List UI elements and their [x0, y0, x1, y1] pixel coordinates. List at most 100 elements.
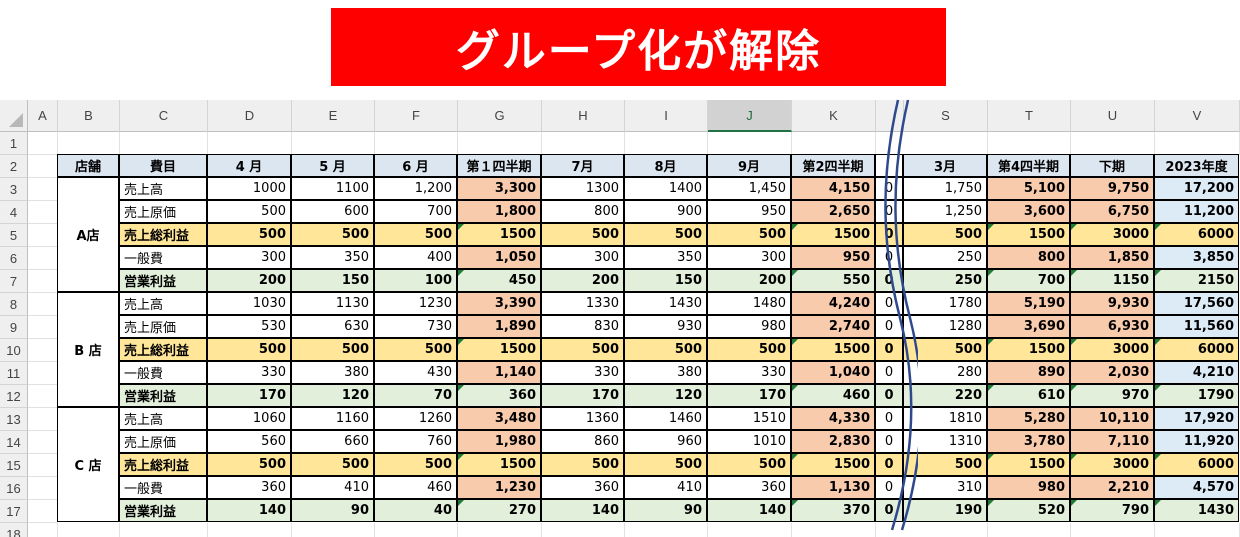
column-header-j[interactable]: J: [708, 100, 792, 132]
value-cell[interactable]: 3000: [1070, 223, 1154, 246]
value-cell[interactable]: 950: [791, 246, 875, 269]
item-label[interactable]: 売上高: [119, 292, 207, 315]
row-header-15[interactable]: 15: [0, 454, 28, 477]
value-cell[interactable]: 630: [291, 315, 374, 338]
cell[interactable]: [292, 523, 375, 537]
value-cell[interactable]: 280: [903, 361, 987, 384]
value-cell[interactable]: 140: [207, 499, 291, 522]
value-cell[interactable]: 9,750: [1070, 177, 1154, 200]
value-cell[interactable]: 1100: [291, 177, 374, 200]
column-header-u[interactable]: U: [1071, 100, 1155, 132]
value-cell[interactable]: 1,200: [374, 177, 457, 200]
value-cell[interactable]: 1000: [207, 177, 291, 200]
row-header-16[interactable]: 16: [0, 477, 28, 500]
value-cell[interactable]: 360: [541, 476, 624, 499]
value-cell[interactable]: 860: [541, 430, 624, 453]
value-cell[interactable]: 660: [291, 430, 374, 453]
value-cell[interactable]: 360: [707, 476, 791, 499]
value-cell[interactable]: 500: [207, 453, 291, 476]
value-cell[interactable]: 1,800: [457, 200, 541, 223]
value-cell[interactable]: 380: [624, 361, 707, 384]
row-header-12[interactable]: 12: [0, 385, 28, 408]
header-m8[interactable]: 8月: [624, 154, 707, 177]
cell[interactable]: [542, 523, 625, 537]
cell[interactable]: [792, 523, 876, 537]
cell[interactable]: [1155, 523, 1240, 537]
value-cell[interactable]: 140: [707, 499, 791, 522]
value-cell[interactable]: 0: [875, 430, 903, 453]
row-header-14[interactable]: 14: [0, 431, 28, 454]
value-cell[interactable]: 2,030: [1070, 361, 1154, 384]
value-cell[interactable]: 170: [541, 384, 624, 407]
value-cell[interactable]: 500: [291, 453, 374, 476]
value-cell[interactable]: 330: [207, 361, 291, 384]
value-cell[interactable]: 500: [207, 223, 291, 246]
row-header-1[interactable]: 1: [0, 132, 28, 155]
column-header-t[interactable]: T: [988, 100, 1071, 132]
cell[interactable]: [792, 132, 876, 155]
column-header-b[interactable]: B: [58, 100, 120, 132]
value-cell[interactable]: 1,040: [791, 361, 875, 384]
header-m3[interactable]: 3月: [903, 154, 987, 177]
cell[interactable]: [28, 477, 58, 500]
value-cell[interactable]: 600: [291, 200, 374, 223]
cell[interactable]: [28, 316, 58, 339]
value-cell[interactable]: 190: [903, 499, 987, 522]
value-cell[interactable]: 500: [903, 338, 987, 361]
value-cell[interactable]: 500: [541, 453, 624, 476]
value-cell[interactable]: 1010: [707, 430, 791, 453]
cell[interactable]: [28, 224, 58, 247]
value-cell[interactable]: 1500: [457, 338, 541, 361]
value-cell[interactable]: 6,750: [1070, 200, 1154, 223]
value-cell[interactable]: 1460: [624, 407, 707, 430]
value-cell[interactable]: 300: [707, 246, 791, 269]
value-cell[interactable]: 7,110: [1070, 430, 1154, 453]
cell[interactable]: [28, 178, 58, 201]
value-cell[interactable]: 360: [457, 384, 541, 407]
value-cell[interactable]: 500: [541, 338, 624, 361]
value-cell[interactable]: 0: [875, 453, 903, 476]
value-cell[interactable]: 800: [987, 246, 1070, 269]
value-cell[interactable]: 500: [374, 453, 457, 476]
value-cell[interactable]: 40: [374, 499, 457, 522]
value-cell[interactable]: 1,130: [791, 476, 875, 499]
header-q2[interactable]: 第2四半期: [791, 154, 875, 177]
value-cell[interactable]: 530: [207, 315, 291, 338]
cell[interactable]: [28, 339, 58, 362]
value-cell[interactable]: 1430: [624, 292, 707, 315]
value-cell[interactable]: 2,650: [791, 200, 875, 223]
cell[interactable]: [375, 523, 458, 537]
value-cell[interactable]: 2150: [1154, 269, 1239, 292]
value-cell[interactable]: 370: [791, 499, 875, 522]
item-label[interactable]: 営業利益: [119, 269, 207, 292]
value-cell[interactable]: 170: [707, 384, 791, 407]
item-label[interactable]: 一般費: [119, 476, 207, 499]
cell[interactable]: [988, 132, 1071, 155]
value-cell[interactable]: 300: [207, 246, 291, 269]
cell[interactable]: [208, 132, 292, 155]
value-cell[interactable]: 17,560: [1154, 292, 1239, 315]
cell[interactable]: [28, 385, 58, 408]
value-cell[interactable]: 170: [207, 384, 291, 407]
value-cell[interactable]: 950: [707, 200, 791, 223]
value-cell[interactable]: 700: [374, 200, 457, 223]
value-cell[interactable]: 1360: [541, 407, 624, 430]
column-header-f[interactable]: F: [375, 100, 458, 132]
value-cell[interactable]: 2,210: [1070, 476, 1154, 499]
cell[interactable]: [458, 523, 542, 537]
value-cell[interactable]: 250: [903, 246, 987, 269]
header-m7[interactable]: 7月: [541, 154, 624, 177]
value-cell[interactable]: 1,250: [903, 200, 987, 223]
header-q1[interactable]: 第１四半期: [457, 154, 541, 177]
value-cell[interactable]: 500: [624, 338, 707, 361]
item-label[interactable]: 売上高: [119, 407, 207, 430]
item-label[interactable]: 売上原価: [119, 200, 207, 223]
value-cell[interactable]: 3,850: [1154, 246, 1239, 269]
value-cell[interactable]: 760: [374, 430, 457, 453]
value-cell[interactable]: 6000: [1154, 453, 1239, 476]
value-cell[interactable]: 1,980: [457, 430, 541, 453]
value-cell[interactable]: 0: [875, 361, 903, 384]
value-cell[interactable]: 3000: [1070, 453, 1154, 476]
value-cell[interactable]: 930: [624, 315, 707, 338]
row-header-3[interactable]: 3: [0, 178, 28, 201]
